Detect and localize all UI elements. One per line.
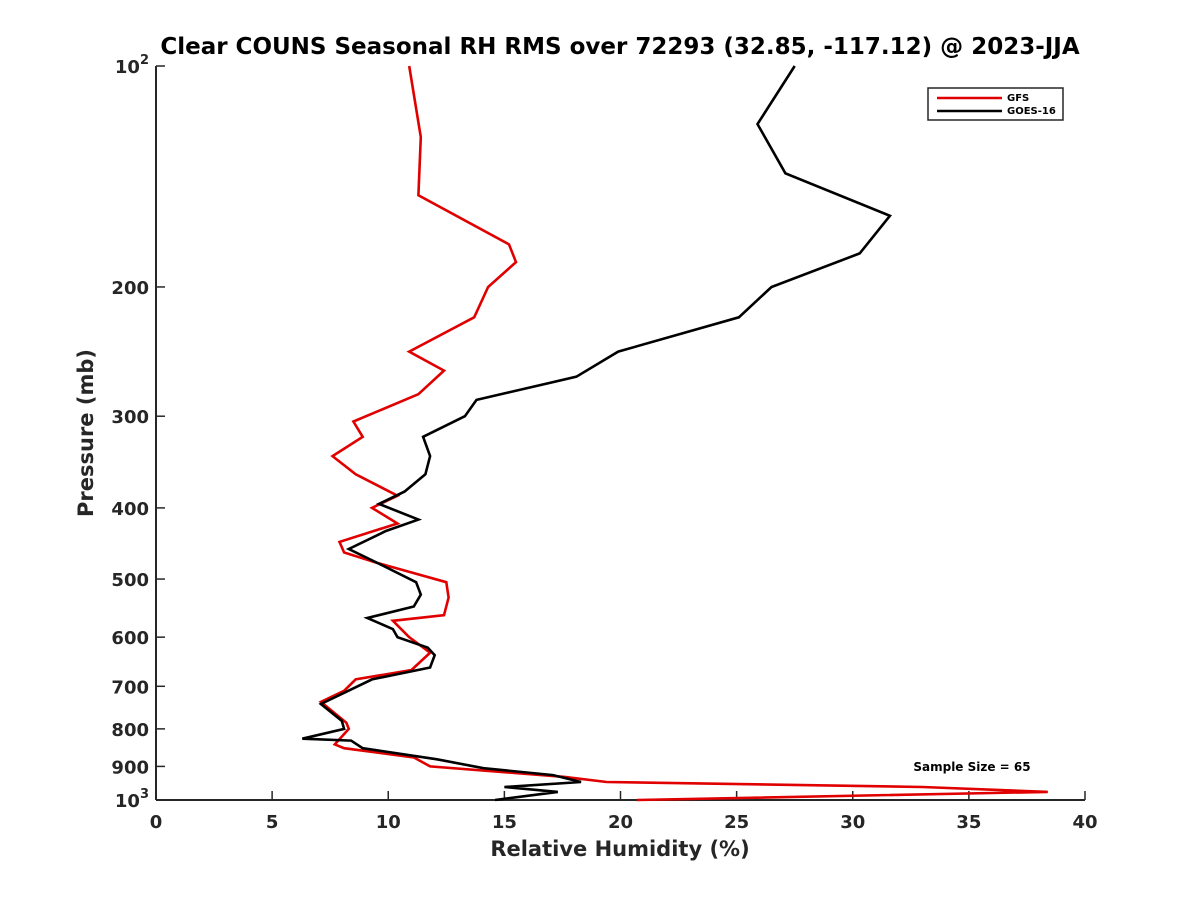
x-axis-ticks: 0 5 10 15 20 25 30 35 40 <box>150 791 1098 833</box>
plot-area <box>155 66 1085 801</box>
x-tick-label: 5 <box>266 812 279 833</box>
y-tick-label: 800 <box>111 720 149 741</box>
x-tick-label: 15 <box>492 812 517 833</box>
y-tick-label: 900 <box>111 757 149 778</box>
legend-label-gfs: GFS <box>1007 93 1029 104</box>
legend-label-goes16: GOES-16 <box>1007 106 1056 117</box>
series-line-goes16 <box>302 65 893 802</box>
x-tick-label: 35 <box>956 812 981 833</box>
x-tick-label: 40 <box>1072 812 1097 833</box>
y-tick-label: 600 <box>111 628 149 649</box>
y-tick-label: 200 <box>111 278 149 299</box>
chart-title: Clear COUNS Seasonal RH RMS over 72293 (… <box>160 34 1080 60</box>
sample-size-annotation: Sample Size = 65 <box>913 760 1030 774</box>
y-axis-label: Pressure (mb) <box>74 349 98 517</box>
legend: GFS GOES-16 <box>927 87 1064 121</box>
y-tick-label: 102 <box>115 53 149 78</box>
legend-box <box>927 87 1064 121</box>
y-tick-label: 103 <box>115 787 149 812</box>
x-tick-label: 20 <box>608 812 633 833</box>
series-lines <box>302 65 1048 802</box>
y-tick-label: 700 <box>111 677 149 698</box>
y-tick-label: 400 <box>111 499 149 520</box>
x-tick-label: 10 <box>376 812 401 833</box>
series-line-gfs <box>318 65 1048 802</box>
x-tick-label: 25 <box>724 812 749 833</box>
x-tick-label: 0 <box>150 812 163 833</box>
y-tick-label: 300 <box>111 407 149 428</box>
x-tick-label: 30 <box>840 812 865 833</box>
y-axis-ticks: 102 200 300 400 500 600 700 800 900 103 <box>111 53 165 812</box>
y-tick-label: 500 <box>111 570 149 591</box>
x-axis-label: Relative Humidity (%) <box>490 837 749 861</box>
